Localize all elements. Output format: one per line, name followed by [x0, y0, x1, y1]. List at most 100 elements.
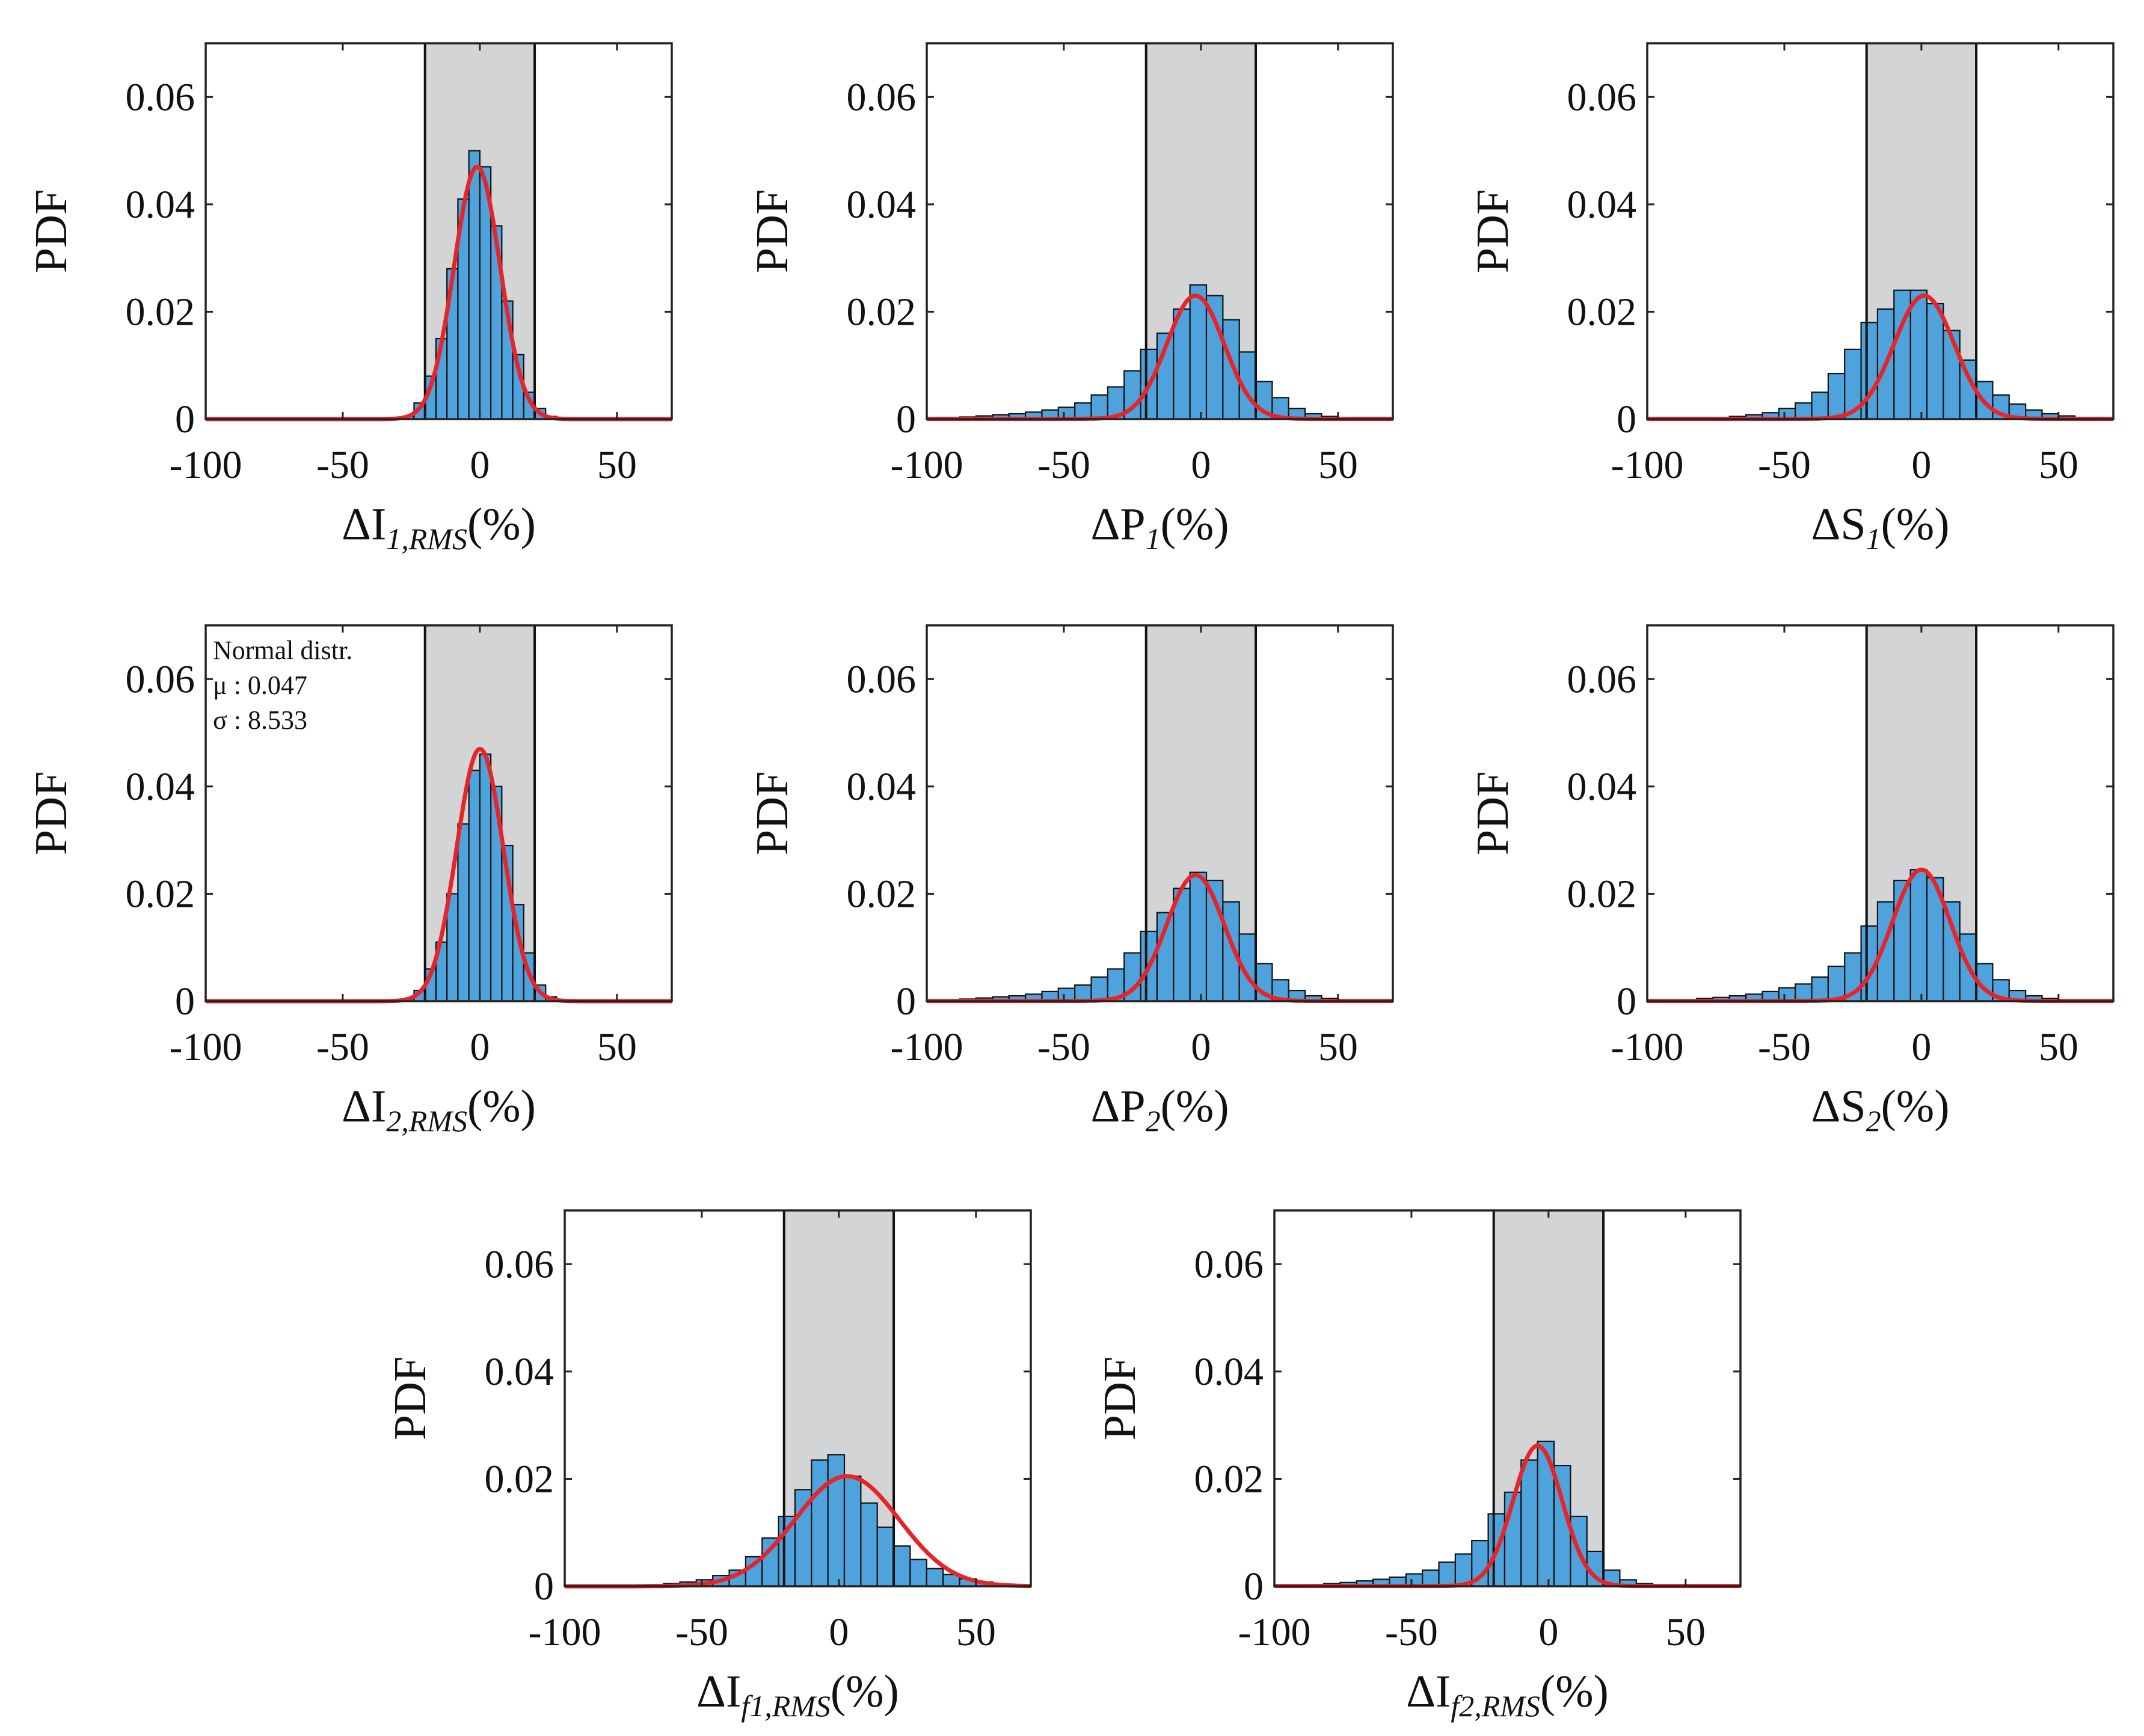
chart-P1: -100 -50 0 50 0 0.02 0.04 0.06 PDF ΔP1(%) — [747, 42, 1394, 556]
x-axis-label: ΔP1(%) — [1090, 499, 1229, 556]
y-tick-label: 0.04 — [126, 183, 195, 227]
chart-If2: -100 -50 0 50 0 0.02 0.04 0.06 PDF ΔIf2,RMS(%) — [1095, 1209, 1742, 1723]
x-axis-label-unit: (%) — [467, 499, 536, 550]
histogram-bar — [1422, 1569, 1440, 1587]
axes-frame — [564, 1209, 1032, 1587]
y-tick-label: 0.02 — [126, 290, 195, 334]
x-axis-label-unit: (%) — [1881, 499, 1950, 550]
histogram-bar — [1795, 983, 1813, 1002]
axes-frame — [1273, 1209, 1742, 1587]
histogram-bar — [926, 1568, 944, 1587]
x-axis-label-unit: (%) — [467, 1081, 536, 1132]
y-axis-label: PDF — [385, 1357, 435, 1440]
histogram-bar — [1222, 319, 1240, 420]
x-tick-label: 0 — [1911, 1025, 1931, 1069]
y-axis-label: PDF — [1095, 1357, 1145, 1440]
histogram-bar — [1537, 1440, 1555, 1587]
x-tick-label: -100 — [1611, 443, 1684, 487]
x-tick-label: 0 — [470, 1025, 490, 1069]
histogram-bar — [909, 1559, 927, 1587]
chart-I2: -100 -50 0 50 0 0.02 0.04 0.06 PDF ΔI2,RMS(%) Norm… — [26, 624, 673, 1138]
x-tick-label: -50 — [1037, 443, 1090, 487]
histogram-bar — [892, 1545, 911, 1587]
x-axis-label-main: ΔP — [1090, 1081, 1145, 1132]
x-tick-label: 0 — [1191, 1025, 1211, 1069]
histogram-bar — [468, 769, 481, 1002]
y-tick-label: 0.04 — [1567, 765, 1637, 809]
histogram-bar — [876, 1526, 895, 1587]
axes-frame — [1646, 624, 2115, 1002]
y-tick-label: 0.06 — [1567, 657, 1637, 701]
axes-frame — [926, 624, 1394, 1002]
histogram-bar — [843, 1475, 862, 1587]
histogram-bar — [1438, 1561, 1456, 1587]
x-tick-label: 50 — [2039, 1025, 2078, 1069]
y-tick-label: 0 — [175, 397, 195, 441]
y-tick-label: 0 — [534, 1565, 554, 1609]
y-axis-label: PDF — [26, 189, 76, 273]
histogram-bar — [1811, 391, 1829, 420]
histogram-bars — [402, 753, 558, 1002]
histogram-bar — [1909, 869, 1928, 1002]
x-axis-label-unit: (%) — [1540, 1666, 1609, 1717]
y-tick-label: 0 — [896, 980, 916, 1023]
x-tick-label: -50 — [1758, 443, 1811, 487]
y-tick-label: 0.02 — [1567, 290, 1637, 334]
x-tick-label: -100 — [891, 443, 963, 487]
histogram-bar — [1520, 1459, 1538, 1587]
axes-frame — [204, 624, 673, 1002]
y-tick-label: 0.02 — [847, 290, 917, 334]
x-tick-label: -50 — [1758, 1025, 1811, 1069]
x-tick-label: 50 — [597, 1025, 637, 1069]
histogram-bar — [860, 1502, 878, 1587]
x-axis-label-subscript: f2,RMS — [1451, 1689, 1540, 1723]
histogram-bar — [468, 150, 481, 420]
x-axis-label-unit: (%) — [831, 1666, 899, 1717]
y-axis-label: PDF — [747, 189, 797, 273]
fit-annotation-line: Normal distr. — [213, 636, 352, 665]
axes-frame — [1646, 42, 2115, 420]
y-tick-label: 0 — [1617, 397, 1636, 441]
x-axis-label-main: ΔP — [1090, 499, 1145, 550]
chart-If1: -100 -50 0 50 0 0.02 0.04 0.06 PDF ΔIf1,RMS(%) — [385, 1209, 1032, 1723]
y-tick-label: 0.06 — [485, 1242, 554, 1286]
x-axis-label-subscript: 2,RMS — [386, 1104, 467, 1138]
histogram-bar — [1827, 373, 1846, 420]
y-tick-label: 0.04 — [847, 183, 917, 227]
x-axis-label-main: ΔI — [342, 499, 386, 550]
x-axis-label-unit: (%) — [1161, 1081, 1229, 1132]
histogram-bar — [1909, 289, 1928, 420]
chart-S1: -100 -50 0 50 0 0.02 0.04 0.06 PDF ΔS1(%) — [1467, 42, 2115, 556]
y-tick-label: 0.02 — [1194, 1457, 1264, 1501]
x-tick-label: -100 — [170, 1025, 242, 1069]
y-axis-label: PDF — [747, 771, 797, 855]
y-tick-label: 0.04 — [847, 765, 917, 809]
x-tick-label: -50 — [316, 1025, 369, 1069]
x-axis-label: ΔI1,RMS(%) — [342, 499, 536, 556]
x-tick-label: 50 — [1666, 1610, 1706, 1654]
axes-frame — [204, 42, 673, 420]
y-axis-label: PDF — [26, 771, 76, 855]
x-tick-label: -50 — [675, 1610, 728, 1654]
histogram-bar — [1943, 901, 1961, 1002]
histogram-bar — [1189, 871, 1208, 1002]
x-axis-label-main: ΔI — [1406, 1666, 1451, 1717]
x-axis-label: ΔIf1,RMS(%) — [696, 1666, 899, 1723]
x-axis-label-main: ΔS — [1811, 499, 1866, 550]
x-tick-label: 0 — [829, 1610, 849, 1654]
y-tick-label: 0.04 — [126, 765, 195, 809]
y-tick-label: 0 — [1617, 980, 1636, 1023]
x-axis-label: ΔIf2,RMS(%) — [1406, 1666, 1609, 1723]
y-tick-label: 0.06 — [126, 657, 195, 701]
chart-I1: -100 -50 0 50 0 0.02 0.04 0.06 PDF ΔI1,RMS(%) — [26, 42, 673, 556]
y-tick-label: 0 — [175, 980, 195, 1023]
y-tick-label: 0.06 — [1194, 1242, 1264, 1286]
x-axis-label-unit: (%) — [1881, 1081, 1950, 1132]
x-axis-label-subscript: 2 — [1146, 1104, 1161, 1138]
x-axis-label: ΔS1(%) — [1811, 499, 1949, 556]
histogram-bar — [479, 753, 492, 1002]
y-tick-label: 0.04 — [485, 1350, 554, 1394]
histogram-bar — [1189, 284, 1208, 420]
y-tick-label: 0.02 — [126, 872, 195, 916]
